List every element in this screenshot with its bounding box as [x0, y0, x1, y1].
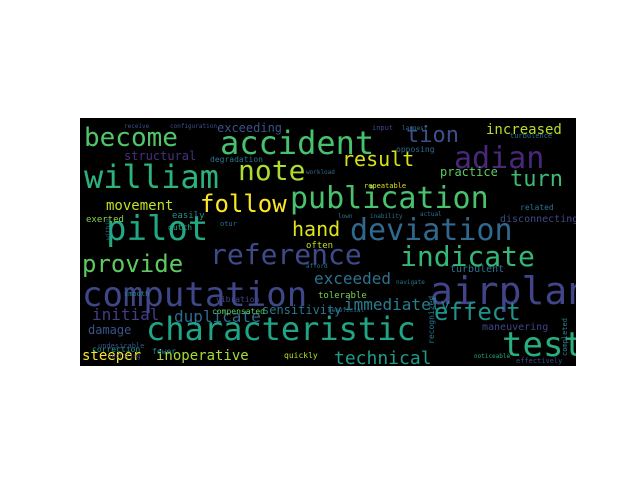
word-quickly: quickly: [284, 351, 318, 360]
word-correction: correction: [92, 345, 140, 354]
word-often: often: [306, 241, 333, 251]
word-related: related: [520, 203, 554, 212]
word-vibration: vibration: [216, 295, 260, 304]
word-fewer: fewer: [152, 347, 176, 356]
word-disconnecting: disconnecting: [500, 214, 576, 225]
word-opposing: opposing: [396, 145, 435, 154]
word-initial: initial: [92, 305, 159, 324]
word-inoperative: inoperative: [156, 348, 249, 364]
word-hand: hand: [292, 217, 340, 241]
word-recognized: recognized: [427, 296, 436, 344]
word-largest: largest: [402, 125, 428, 132]
word-technical: technical: [334, 348, 432, 366]
word-pilot: pilot: [106, 209, 208, 249]
word-become: become: [84, 123, 178, 153]
word-smooth: smooth: [124, 290, 149, 298]
word-input: input: [372, 124, 393, 132]
word-compensated: compensated: [212, 307, 265, 316]
word-provide: provide: [82, 250, 183, 278]
word-afford: afford: [306, 263, 328, 270]
word-increased: increased: [486, 122, 562, 138]
word-degradation: degradation: [210, 155, 263, 164]
word-accident: accident: [220, 124, 374, 162]
word-deviation: deviation: [350, 213, 513, 248]
word-tolerable: tolerable: [318, 291, 367, 301]
word-dutch: dutch: [168, 223, 192, 232]
word-receive: receive: [124, 123, 150, 130]
word-cloud-words: become accident tion increased exceeding adia…: [82, 121, 576, 366]
word-airplane: airplane: [430, 269, 576, 313]
word-actual: actual: [420, 211, 442, 218]
word-vectoring: vectoring: [108, 353, 141, 360]
word-beneficial: beneficial: [328, 307, 365, 314]
word-publication: publication: [290, 181, 489, 216]
word-steeper: steeper: [82, 348, 141, 364]
word-maneuvering: maneuvering: [482, 322, 548, 333]
word-computation: computation: [82, 275, 307, 315]
word-workload: workload: [306, 169, 335, 176]
word-duplicate: duplicate: [174, 307, 261, 326]
word-adian: adian: [454, 141, 544, 176]
word-turbulence: turbulence: [510, 132, 552, 140]
word-sensitivity: sensitivity: [262, 303, 341, 317]
word-indicate: indicate: [400, 240, 535, 273]
word-within: within: [105, 218, 112, 240]
word-inability: inability: [370, 213, 403, 220]
word-damage: damage: [88, 323, 131, 337]
word-navigate: navigate: [396, 279, 425, 286]
word-undesirable: undesirable: [98, 342, 144, 350]
word-characteristic: characteristic: [146, 310, 416, 348]
word-immediately: immediately: [344, 295, 450, 314]
word-follow: follow: [200, 190, 287, 218]
word-result: result: [342, 147, 414, 171]
word-tion: tion: [406, 123, 459, 148]
word-william: william: [84, 158, 219, 196]
word-completed: completed: [561, 318, 569, 356]
word-easily: easily: [172, 211, 205, 221]
word-turn: turn: [510, 167, 563, 192]
word-test: test: [502, 325, 576, 365]
word-cloud: become accident tion increased exceeding adia…: [80, 118, 576, 366]
word-cloud-background: [80, 118, 576, 366]
word-repeatable: repeatable: [364, 182, 406, 190]
word-turbulent: turbulent: [450, 264, 504, 275]
word-note: note: [238, 154, 305, 187]
word-structural: structural: [124, 149, 196, 163]
word-exceeded: exceeded: [314, 269, 391, 288]
word-practice: practice: [440, 165, 498, 179]
word-noticeable: noticeable: [474, 353, 511, 360]
word-exerted: exerted: [86, 215, 124, 225]
word-exceeding: exceeding: [217, 121, 282, 135]
word-lown: lown: [338, 213, 353, 220]
word-effect: effect: [434, 298, 521, 326]
word-movement: movement: [106, 198, 173, 214]
word-effectively: effectively: [516, 357, 562, 365]
word-reference: reference: [210, 238, 362, 271]
word-otur: otur: [220, 220, 237, 228]
word-configuration: configuration: [170, 123, 217, 130]
